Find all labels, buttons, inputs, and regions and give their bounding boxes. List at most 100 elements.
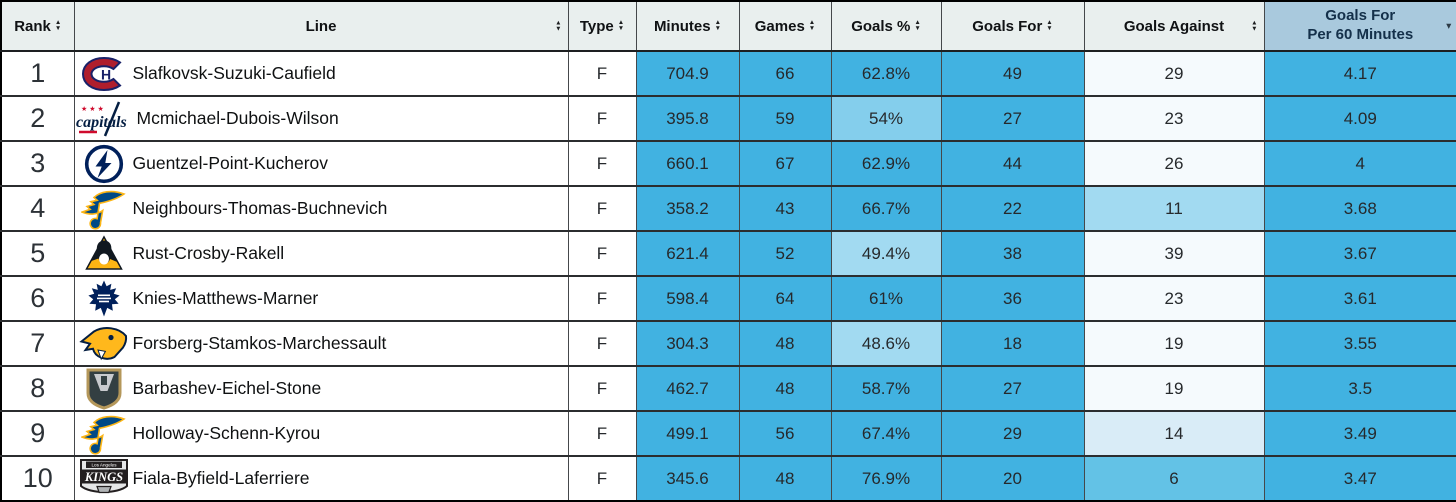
goals-for-cell: 27	[940, 365, 1085, 412]
col-header-goals-pct-label: Goals %	[851, 17, 911, 35]
goals-pct-cell: 62.9%	[830, 140, 942, 187]
col-header-minutes[interactable]: Minutes ▲ ▼	[635, 0, 740, 52]
washington-capitals-logo: ★ ★ ★ capitals	[75, 101, 137, 137]
col-header-goals-for-label: Goals For	[972, 17, 1043, 35]
goals-against-cell: 19	[1083, 320, 1265, 367]
up-down-sort-icon: ▲ ▼	[914, 19, 921, 32]
goals-pct-cell: 66.7%	[830, 185, 942, 232]
minutes-cell: 358.2	[635, 185, 740, 232]
minutes-cell: 345.6	[635, 455, 740, 502]
table-row: 8 Barbashev-Eichel-Stone F 462.7 48 58.7% 27 19…	[0, 365, 1456, 412]
col-header-games[interactable]: Games ▲ ▼	[738, 0, 832, 52]
goals-against-cell: 23	[1083, 275, 1265, 322]
games-cell: 67	[738, 140, 832, 187]
gf-per-60-cell: 3.61	[1263, 275, 1456, 322]
line-cell: H Slafkovsk-Suzuki-Caufield	[73, 50, 569, 97]
col-header-minutes-label: Minutes	[653, 17, 711, 35]
line-cell: Los Angeles KINGS Fiala-Byfield-Laferriere	[73, 455, 569, 502]
montreal-canadiens-logo: H	[75, 56, 133, 92]
col-header-goals-pct[interactable]: Goals % ▲ ▼	[830, 0, 942, 52]
nashville-predators-logo	[75, 325, 133, 363]
games-cell: 66	[738, 50, 832, 97]
goals-for-cell: 44	[940, 140, 1085, 187]
gf-per-60-cell: 3.49	[1263, 410, 1456, 457]
line-name: Rust-Crosby-Rakell	[132, 243, 285, 263]
goals-against-cell: 14	[1083, 410, 1265, 457]
minutes-cell: 660.1	[635, 140, 740, 187]
up-down-sort-icon: ▲ ▼	[54, 19, 62, 32]
rank-cell: 4	[0, 185, 75, 232]
gf-per-60-cell: 4.09	[1263, 95, 1456, 142]
table-row: 4 Neighbours-Thomas-Buchnevich F 358.2 43 66.…	[0, 185, 1456, 232]
header-row: Rank ▲ ▼ Line ▲ ▼ Type ▲ ▼ Minutes ▲ ▼ Games ▲ ▼ G…	[0, 0, 1456, 52]
rank-cell: 6	[0, 275, 75, 322]
svg-text:KINGS: KINGS	[83, 470, 122, 484]
games-cell: 56	[738, 410, 832, 457]
type-cell: F	[567, 230, 637, 277]
col-header-gf60-line1: Goals For	[1325, 7, 1396, 25]
rank-cell: 2	[0, 95, 75, 142]
col-header-line[interactable]: Line ▲ ▼	[73, 0, 569, 52]
goals-pct-cell: 54%	[830, 95, 942, 142]
table-row: 2 ★ ★ ★ capitals Mcmichael-Dubois-Wilson F 39…	[0, 95, 1456, 142]
type-cell: F	[567, 320, 637, 367]
goals-pct-cell: 48.6%	[830, 320, 942, 367]
goals-pct-cell: 58.7%	[830, 365, 942, 412]
goals-for-cell: 18	[940, 320, 1085, 367]
goals-for-cell: 29	[940, 410, 1085, 457]
up-down-sort-icon: ▲ ▼	[617, 19, 625, 32]
toronto-maple-leafs-logo	[75, 279, 133, 319]
goals-pct-cell: 61%	[830, 275, 942, 322]
goals-for-cell: 36	[940, 275, 1085, 322]
goals-for-cell: 20	[940, 455, 1085, 502]
gf-per-60-cell: 3.47	[1263, 455, 1456, 502]
line-name: Guentzel-Point-Kucherov	[132, 153, 329, 173]
up-down-sort-icon: ▲ ▼	[1251, 19, 1258, 32]
svg-text:Los Angeles: Los Angeles	[91, 462, 117, 467]
type-cell: F	[567, 275, 637, 322]
table-row: 6 Knies-Matthews-Marner F 598.4 64 61% 36 23 3.6…	[0, 275, 1456, 322]
col-header-gf60-line2: Per 60 Minutes	[1307, 26, 1414, 43]
table-row: 5 Rust-Crosby-Rakell F 621.4 52 49.4% 38 39 3.67	[0, 230, 1456, 277]
col-header-rank[interactable]: Rank ▲ ▼	[0, 0, 75, 52]
pittsburgh-penguins-logo	[75, 234, 133, 274]
line-cell: Holloway-Schenn-Kyrou	[73, 410, 569, 457]
minutes-cell: 621.4	[635, 230, 740, 277]
gf-per-60-cell: 3.68	[1263, 185, 1456, 232]
goals-against-cell: 6	[1083, 455, 1265, 502]
type-cell: F	[567, 185, 637, 232]
rank-cell: 5	[0, 230, 75, 277]
table-row: 3 Guentzel-Point-Kucherov F 660.1 67 62.9% 44 2…	[0, 140, 1456, 187]
rank-cell: 1	[0, 50, 75, 97]
col-header-type[interactable]: Type ▲ ▼	[567, 0, 637, 52]
col-header-rank-label: Rank	[14, 17, 51, 35]
col-header-line-label: Line	[305, 17, 337, 35]
rank-cell: 8	[0, 365, 75, 412]
table-row: 7 Forsberg-Stamkos-Marchessault F 304.3 48 48…	[0, 320, 1456, 367]
up-down-sort-icon: ▲ ▼	[714, 19, 722, 32]
goals-pct-cell: 76.9%	[830, 455, 942, 502]
goals-pct-cell: 62.8%	[830, 50, 942, 97]
goals-pct-cell: 49.4%	[830, 230, 942, 277]
svg-text:H: H	[100, 66, 110, 82]
col-header-goals-for-per-60[interactable]: Goals For Per 60 Minutes ▾	[1263, 0, 1456, 52]
tampa-bay-lightning-logo	[75, 144, 133, 184]
line-cell: Neighbours-Thomas-Buchnevich	[73, 185, 569, 232]
col-header-type-label: Type	[579, 17, 614, 35]
line-cell: ★ ★ ★ capitals Mcmichael-Dubois-Wilson	[73, 95, 569, 142]
games-cell: 64	[738, 275, 832, 322]
gf-per-60-cell: 3.5	[1263, 365, 1456, 412]
gf-per-60-cell: 3.67	[1263, 230, 1456, 277]
gf-per-60-cell: 4	[1263, 140, 1456, 187]
type-cell: F	[567, 365, 637, 412]
line-cell: Barbashev-Eichel-Stone	[73, 365, 569, 412]
type-cell: F	[567, 140, 637, 187]
goals-against-cell: 11	[1083, 185, 1265, 232]
gf-per-60-cell: 3.55	[1263, 320, 1456, 367]
col-header-goals-for[interactable]: Goals For ▲ ▼	[940, 0, 1085, 52]
type-cell: F	[567, 50, 637, 97]
col-header-goals-against[interactable]: Goals Against ▲ ▼	[1083, 0, 1265, 52]
line-name: Holloway-Schenn-Kyrou	[132, 423, 321, 443]
line-cell: Rust-Crosby-Rakell	[73, 230, 569, 277]
